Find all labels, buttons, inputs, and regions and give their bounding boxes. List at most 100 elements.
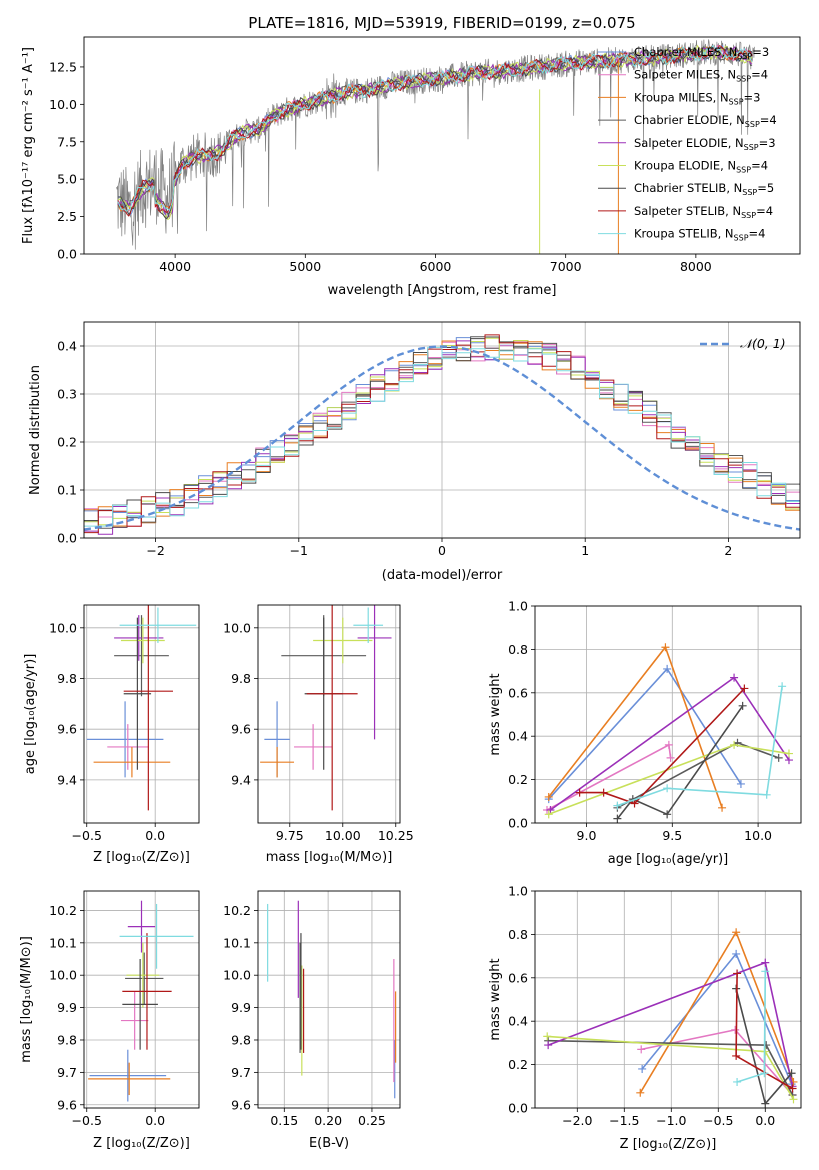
y-tick-label: 10.0 [49,968,77,983]
plus-marker [575,788,584,797]
legend-label: Kroupa STELIB, NSSP=4 [634,227,765,243]
error-bar-point [353,607,384,644]
y-tick-label: 0.4 [508,1014,528,1029]
plot-area [260,605,392,811]
x-tick-label: 1 [581,543,589,558]
plus-marker [638,1064,647,1073]
y-tick-label: 10.0 [49,620,77,635]
x-tick-label: −1.5 [609,1113,639,1128]
legend-label: Chabrier MILES, NSSP=3 [634,45,769,61]
x-tick-label: 9.0 [577,828,597,843]
y-tick-label: 0.1 [57,483,77,498]
plus-marker [788,1084,797,1093]
x-axis-label: Z [log₁₀(Z/Z⊙)] [93,1136,190,1151]
y-axis-label: mass weight [488,673,503,755]
error-bar-point [89,1049,167,1102]
y-tick-label: 9.8 [231,1032,251,1047]
legend-label: Kroupa MILES, NSSP=3 [634,90,760,106]
error-bar-point [122,933,172,1050]
plus-marker [663,810,672,819]
x-tick-label: 0.20 [314,1113,342,1128]
error-bar-point [107,724,149,770]
chart-mass_weight_vs_age: 9.0 9.5 10.0 0.0 0.2 0.4 0.6 0.8 1.0 age [log₁₀(a… [488,599,802,867]
error-bar-point [126,942,160,1008]
error-bar-point [123,605,173,811]
y-tick-label: 2.5 [57,209,77,224]
axes-frame [534,605,802,824]
plot-area [84,334,800,535]
error-bar-point [294,724,333,770]
legend-label: Salpeter MILES, NSSP=4 [634,68,768,84]
plus-marker [732,1051,741,1060]
axes-frame [83,604,200,824]
y-tick-label: 9.4 [57,772,77,787]
x-tick-label: 0.0 [755,1113,775,1128]
plus-marker [546,805,555,814]
model-line-8 [117,44,753,212]
y-tick-label: 9.6 [57,722,77,737]
model-line-3 [117,45,753,215]
y-axis-label: Normed distribution [28,365,43,495]
model-line-5 [117,44,753,221]
legend-label: 𝒩(0, 1) [740,336,786,351]
x-axis-label: (data-model)/error [382,568,503,583]
plus-marker [544,1041,553,1050]
y-tick-label: 10.2 [223,903,251,918]
y-tick-label: 0.0 [57,531,77,546]
plus-marker [661,643,670,652]
plus-marker [731,1025,740,1034]
error-bar-point [88,1062,171,1096]
plus-marker [761,967,770,976]
error-bar-point [114,615,164,661]
chart-spectrum: 4000 5000 6000 7000 8000 0.0 2.5 5.0 7.5 10.0 12.5… [21,14,801,298]
x-tick-label: −1.0 [656,1113,686,1128]
plus-marker [732,949,741,958]
plus-marker [774,753,783,762]
mass-weight-line-3 [617,741,779,809]
mass-weight-line-2 [548,645,723,809]
y-tick-label: 9.8 [231,671,251,686]
plus-marker [761,1099,770,1108]
y-tick-label: 10.0 [223,968,251,983]
plus-marker [784,749,793,758]
legend-label: Chabrier ELODIE, NSSP=4 [634,113,777,129]
y-tick-label: 9.6 [231,722,251,737]
mass-weight-line-6 [616,705,744,820]
y-tick-label: 9.8 [57,671,77,686]
y-tick-label: 10.2 [49,903,77,918]
legend-label: Chabrier STELIB, NSSP=5 [634,181,774,197]
plot-area [543,928,798,1108]
y-tick-label: 7.5 [57,134,77,149]
legend-label: Kroupa ELODIE, NSSP=4 [634,159,768,175]
plus-marker [663,784,672,793]
y-tick-label: 0.8 [508,927,528,942]
plus-marker [544,792,553,801]
plot-area [86,605,197,811]
y-tick-label: 9.7 [231,1065,251,1080]
y-tick-label: 0.2 [508,772,528,787]
plus-marker [664,740,673,749]
plot-area [116,39,755,254]
plus-marker [789,1095,798,1104]
x-axis-label: age [log₁₀(age/yr)] [608,852,729,867]
legend-label: Salpeter ELODIE, NSSP=3 [634,136,776,152]
error-bar-point [120,991,149,1050]
chart-residuals: −2 −1 0 1 2 0.0 0.1 0.2 0.3 0.4 (data-model)/error… [28,321,801,583]
y-tick-label: 0.0 [57,247,77,262]
plus-marker [762,1041,771,1050]
error-bar-point [86,701,164,778]
axes-frame [83,321,801,539]
y-tick-label: 0.2 [57,435,77,450]
x-tick-label: 4000 [159,259,191,274]
y-tick-label: 9.9 [57,1000,77,1015]
chart-age_vs_Z: −0.5 0.0 9.4 9.6 9.8 10.0 Z [log₁₀(Z/Z⊙)] age [… [23,604,200,865]
x-tick-label: 10.0 [744,828,772,843]
legend-label: Salpeter STELIB, NSSP=4 [634,204,773,220]
y-tick-label: 0.8 [508,642,528,657]
plus-marker [730,740,739,749]
plot-area [543,643,793,823]
x-tick-label: −0.5 [72,828,102,843]
x-tick-label: −0.5 [72,1113,102,1128]
mass-weight-line-7 [579,687,745,805]
plot-area [267,900,397,1099]
